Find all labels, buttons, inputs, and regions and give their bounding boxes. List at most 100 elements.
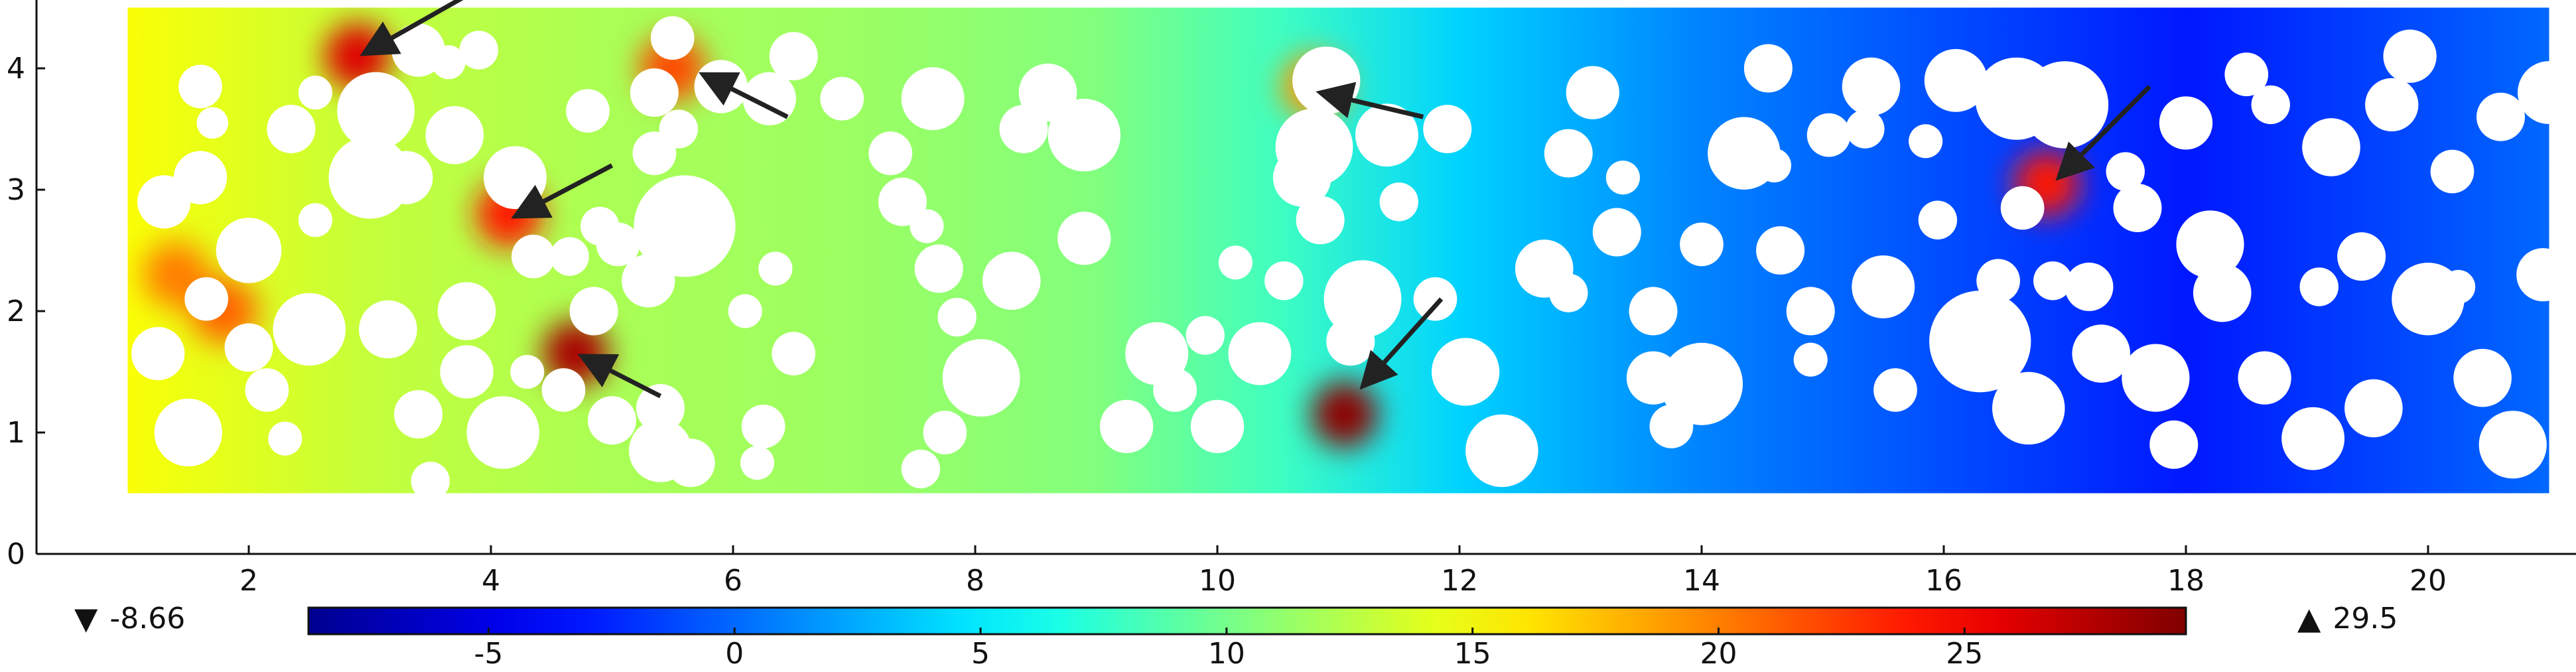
pore-1 — [245, 368, 289, 412]
pore-121 — [2021, 61, 2109, 149]
pore-31 — [510, 354, 545, 389]
pore-145 — [2476, 92, 2525, 141]
pore-133 — [2251, 85, 2290, 125]
pore-2 — [268, 421, 303, 456]
pore-17 — [337, 72, 415, 150]
arrow-2 — [511, 163, 614, 219]
pore-layer — [131, 16, 2549, 494]
colorbar-min-label: -8.66 — [109, 601, 186, 636]
pore-126 — [2122, 344, 2190, 412]
pore-107 — [1806, 113, 1851, 157]
pore-74 — [1186, 316, 1225, 355]
pore-49 — [769, 32, 818, 81]
pore-111 — [1852, 255, 1915, 318]
pore-21 — [459, 31, 498, 70]
pore-68 — [1048, 98, 1120, 172]
up-triangle-icon: ▲ — [2297, 600, 2321, 636]
pore-16 — [379, 151, 433, 204]
pore-103 — [1757, 148, 1792, 182]
pore-75 — [1218, 245, 1253, 280]
pore-100 — [1680, 222, 1724, 267]
pore-64 — [901, 449, 941, 489]
pore-14 — [298, 76, 332, 110]
colorbar-tick-label-20: 20 — [1700, 637, 1737, 671]
x-tick-label-20: 20 — [2409, 564, 2447, 598]
pore-143 — [2441, 269, 2476, 304]
pore-46 — [694, 60, 748, 113]
y-tick-label-0: 0 — [7, 537, 25, 571]
pore-124 — [2106, 152, 2145, 191]
pore-34 — [588, 396, 636, 445]
pore-113 — [1909, 124, 1943, 159]
pore-50 — [758, 251, 793, 286]
pore-43 — [636, 383, 685, 433]
colorbar-ticks: -5 0 5 10 15 20 25 — [474, 628, 1983, 671]
pore-58 — [901, 67, 965, 131]
colorbar-tick-label-10: 10 — [1208, 637, 1245, 671]
pore-42 — [634, 175, 736, 277]
pore-40 — [630, 68, 679, 117]
pore-99 — [1660, 342, 1743, 425]
pore-52 — [741, 405, 785, 448]
pore-112 — [1918, 200, 1958, 239]
pore-95 — [1592, 208, 1641, 257]
pore-22 — [484, 146, 547, 210]
pore-146 — [2478, 411, 2547, 479]
pore-3 — [224, 323, 273, 372]
pore-65 — [982, 251, 1041, 310]
pore-73 — [1190, 399, 1245, 453]
pore-23 — [511, 234, 555, 279]
colorbar-max: ▲ 29.5 — [2297, 600, 2398, 636]
pore-62 — [942, 339, 1020, 417]
pore-45 — [666, 438, 715, 488]
pore-123 — [2072, 324, 2131, 383]
y-tick-label-2: 2 — [7, 295, 25, 328]
pore-63 — [923, 411, 967, 454]
pore-138 — [2344, 379, 2403, 438]
pore-82 — [1323, 260, 1402, 338]
pore-122 — [2065, 262, 2114, 311]
pore-51 — [772, 332, 816, 375]
pore-127 — [2149, 420, 2199, 469]
pore-9 — [298, 203, 332, 237]
pore-140 — [2383, 29, 2437, 83]
heatmap-domain — [127, 7, 2549, 494]
pore-37 — [596, 222, 640, 267]
pore-120 — [2033, 261, 2072, 301]
x-tick-label-10: 10 — [1199, 564, 1236, 598]
colorbar-tick-label-0: 0 — [725, 637, 744, 671]
pore-147 — [2516, 247, 2549, 302]
pore-135 — [2299, 267, 2339, 306]
pore-80 — [1292, 46, 1361, 115]
pore-87 — [1413, 277, 1457, 321]
x-tick-label-8: 8 — [966, 564, 984, 598]
pore-60 — [914, 244, 963, 293]
pore-5 — [184, 277, 228, 321]
pore-41 — [659, 109, 699, 149]
pore-144 — [2453, 348, 2512, 407]
pore-7 — [216, 218, 282, 283]
pore-93 — [1566, 66, 1619, 119]
pore-89 — [1465, 414, 1538, 488]
pore-105 — [1786, 287, 1835, 336]
pore-88 — [1432, 338, 1500, 406]
x-axis-ticks: 2 4 6 8 10 12 14 16 18 20 — [239, 545, 2447, 598]
pore-29 — [411, 462, 450, 494]
pore-59 — [910, 209, 944, 243]
pore-81 — [1296, 196, 1345, 245]
pore-57 — [878, 177, 927, 226]
y-tick-label-4: 4 — [7, 52, 25, 86]
pore-106 — [1793, 342, 1828, 377]
pore-108 — [1846, 109, 1885, 149]
pore-104 — [1756, 226, 1805, 275]
pore-132 — [2238, 351, 2291, 405]
pore-85 — [1379, 182, 1418, 222]
colorbar-max-label: 29.5 — [2333, 601, 2398, 636]
y-tick-label-1: 1 — [7, 416, 25, 450]
pore-125 — [2113, 183, 2162, 232]
pore-92 — [1544, 129, 1593, 178]
pore-128 — [2159, 96, 2213, 150]
pore-129 — [2176, 210, 2244, 279]
pore-148 — [2518, 61, 2549, 125]
